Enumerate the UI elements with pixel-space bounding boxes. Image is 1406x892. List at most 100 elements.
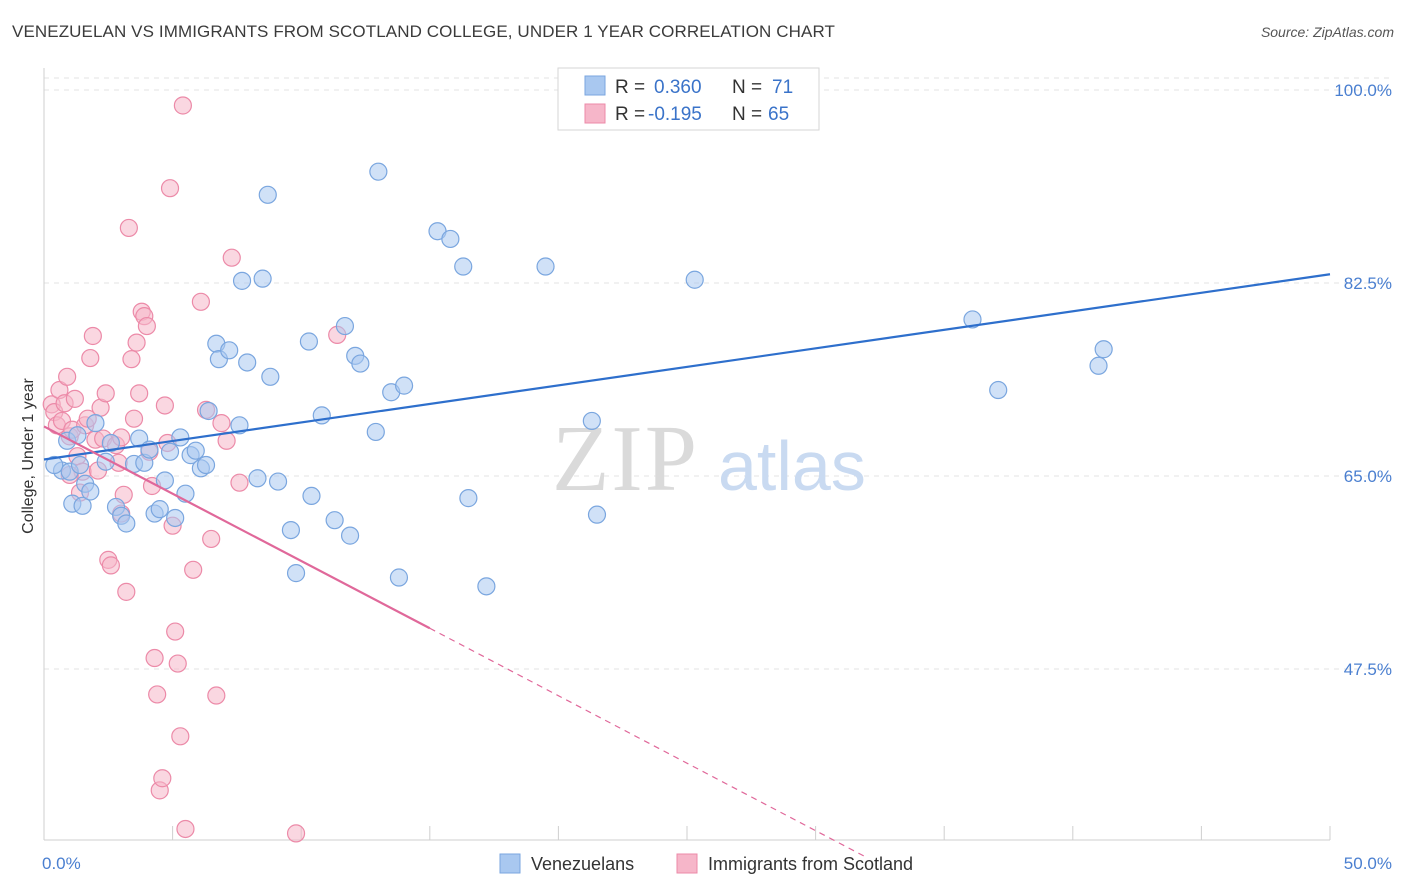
y-tick-labels: 47.5% 65.0% 82.5% 100.0% (1334, 81, 1392, 679)
venezuelan-point (220, 341, 239, 360)
scotland-point (184, 560, 203, 579)
venezuelan-point (389, 568, 409, 587)
venezuelan-point (454, 257, 473, 276)
x-tick-label-min: 0.0% (42, 854, 81, 873)
legend-swatch-scotland (584, 103, 606, 124)
legend-n-label-2: N = (732, 104, 762, 125)
venezuelan-point (989, 380, 1008, 400)
venezuelan-point (117, 514, 136, 533)
legend-r-value-1: 0.360 (654, 77, 702, 98)
venezuelan-point (81, 482, 100, 501)
scotland-point (81, 348, 100, 368)
venezuelan-point (459, 489, 478, 508)
scotland-point (212, 414, 231, 433)
scotland-point (148, 685, 167, 704)
scotland-point (119, 218, 138, 238)
venezuelan-point (340, 526, 360, 545)
trend-line-scotland (43, 425, 431, 630)
scotland-point (101, 556, 120, 575)
legend-r-label-2: R = (615, 104, 645, 125)
venezuelan-point (230, 416, 249, 435)
scotland-point (202, 529, 221, 549)
venezuelan-point (536, 257, 555, 276)
scotland-point (207, 686, 226, 705)
legend-r-value-2: -0.195 (648, 104, 702, 125)
scotland-point (176, 819, 195, 839)
scotland-point (160, 179, 180, 198)
venezuelan-point (86, 414, 105, 433)
scotland-point (124, 409, 144, 428)
x-ticks (43, 826, 1331, 840)
scotland-point (58, 367, 77, 386)
scotland-point (145, 648, 164, 668)
venezuelan-point (369, 162, 388, 181)
venezuelan-point (1089, 356, 1108, 375)
bottom-legend: Venezuelans Immigrants from Scotland (499, 853, 913, 874)
venezuelan-point (238, 353, 257, 372)
venezuelan-point (45, 455, 64, 475)
venezuelan-point (166, 508, 185, 528)
series-venezuelans-points (45, 162, 1113, 596)
scotland-point (171, 727, 190, 746)
watermark: ZIP atlas (552, 407, 866, 511)
scotland-point (191, 292, 210, 311)
y-tick-label: 65.0% (1344, 467, 1392, 486)
bottom-legend-swatch-scotland (676, 853, 698, 874)
venezuelan-point (286, 564, 306, 583)
scotland-point (83, 326, 102, 346)
venezuelan-point (335, 316, 355, 336)
venezuelan-point (258, 185, 277, 204)
stats-legend: R = 0.360 N = 71 R = -0.195 N = 65 (557, 67, 820, 131)
venezuelan-point (963, 310, 982, 329)
bottom-legend-swatch-venezuelans (499, 853, 521, 874)
legend-r-label-1: R = (615, 77, 645, 98)
venezuelan-point (196, 455, 216, 475)
grid-lines (44, 77, 1392, 670)
scotland-point (117, 582, 136, 601)
venezuelan-point (70, 455, 90, 475)
y-axis-title: College, Under 1 year (20, 378, 37, 534)
legend-n-label-1: N = (732, 77, 762, 98)
venezuelan-point (199, 401, 218, 421)
venezuelan-point (685, 270, 704, 289)
source-label: Source: ZipAtlas.com (1260, 24, 1394, 40)
trend-line-scotland-extension (429, 627, 868, 859)
x-tick-label-max: 50.0% (1344, 854, 1392, 873)
scotland-point (230, 473, 249, 492)
venezuelan-point (587, 505, 607, 524)
venezuelan-point (366, 422, 385, 442)
scotland-point (130, 384, 149, 403)
venezuelan-point (299, 332, 319, 351)
legend-n-value-1: 71 (772, 77, 793, 98)
venezuelan-point (351, 354, 370, 373)
venezuelan-point (232, 271, 252, 290)
scotland-point (65, 389, 84, 408)
trend-line-venezuelans (43, 273, 1331, 461)
venezuelan-point (150, 500, 169, 519)
venezuelan-point (325, 511, 344, 530)
scotland-point (153, 769, 172, 788)
venezuelan-point (248, 469, 267, 488)
venezuelan-point (160, 442, 180, 461)
legend-n-value-2: 65 (768, 104, 789, 125)
venezuelan-point (1094, 340, 1113, 359)
y-tick-label: 100.0% (1334, 81, 1392, 100)
venezuelan-point (477, 577, 496, 596)
venezuelan-point (441, 229, 460, 249)
y-tick-label: 47.5% (1344, 660, 1392, 679)
scotland-point (166, 622, 185, 641)
venezuelan-point (582, 411, 601, 431)
bottom-legend-label-scotland: Immigrants from Scotland (708, 854, 913, 874)
chart-title: VENEZUELAN VS IMMIGRANTS FROM SCOTLAND C… (12, 22, 835, 41)
scotland-point (155, 396, 174, 415)
venezuelan-point (253, 269, 272, 288)
scotland-point (168, 654, 187, 673)
watermark-zip: ZIP (552, 407, 699, 511)
scotland-point (222, 248, 241, 267)
scotland-point (127, 333, 146, 352)
x-tick-labels: 0.0% 50.0% (42, 854, 1392, 873)
venezuelan-point (171, 428, 190, 447)
scotland-point (96, 384, 115, 403)
watermark-atlas: atlas (718, 427, 866, 505)
venezuelan-point (302, 486, 321, 506)
